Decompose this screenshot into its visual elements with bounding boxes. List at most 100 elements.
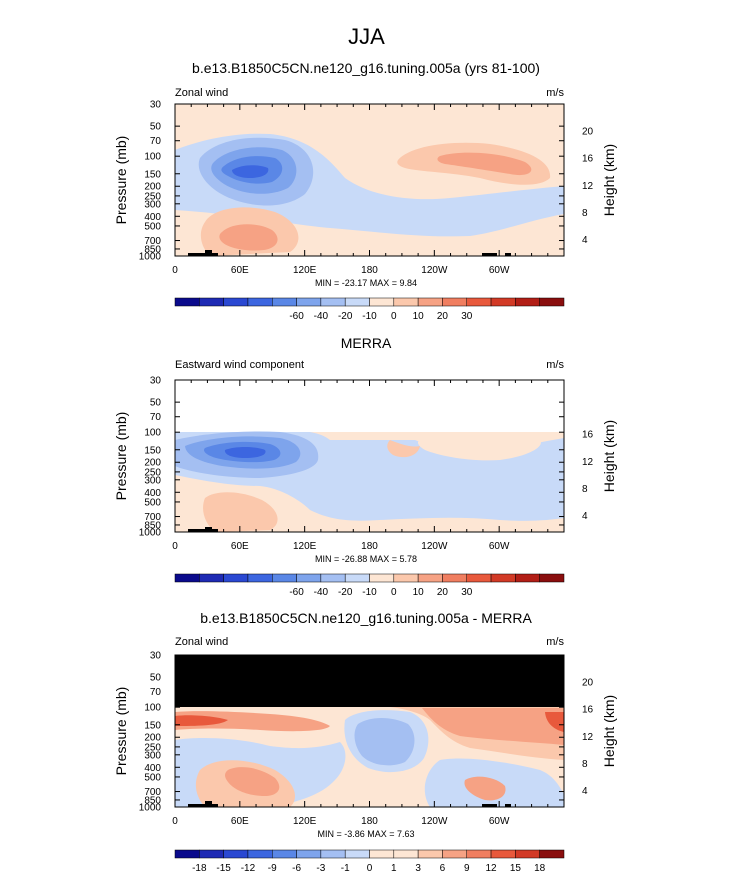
p3-ytick-label: 400 (144, 763, 161, 774)
p2-xtick-label: 60E (231, 541, 249, 552)
p1-xtick-label: 180 (361, 265, 378, 276)
p3-colorbar-label: 0 (367, 863, 373, 872)
panel-3-field (175, 655, 564, 807)
p1-ytick-label: 100 (144, 152, 161, 163)
p1-ytick-label: 1000 (139, 252, 162, 263)
p3-ytick-label: 100 (144, 703, 161, 714)
p3-colorbar-cell (320, 849, 346, 859)
p2-xtick-label: 120E (293, 541, 317, 552)
p3-colorbar-label: 18 (534, 863, 546, 872)
p2-colorbar-label: -60 (289, 587, 304, 598)
p2-field-name: Eastward wind component (175, 359, 304, 371)
p1-colorbar-cell (296, 297, 322, 307)
p1-xtick-label: 60W (489, 265, 510, 276)
p2-xtick-label: 0 (172, 541, 178, 552)
p2-xtick-label: 120W (421, 541, 448, 552)
p3-ytick-label: 700 (144, 787, 161, 798)
p3-subtitle: b.e13.B1850C5CN.ne120_g16.tuning.005a - … (200, 610, 532, 626)
p2-height-tick-label: 8 (582, 484, 588, 495)
p2-colorbar-cell (442, 573, 467, 583)
p3-ytick-label: 200 (144, 733, 161, 744)
p3-colorbar-cell (272, 849, 297, 859)
p3-colorbar-cell (369, 849, 395, 859)
p2-ytick-label: 700 (144, 512, 161, 523)
p2-subtitle: MERRA (341, 335, 392, 351)
p2-height-tick-label: 12 (582, 457, 594, 468)
p3-colorbar-label: -3 (316, 863, 325, 872)
p1-colorbar-cell (515, 297, 540, 307)
p1-colorbar-cell (223, 297, 249, 307)
p2-colorbar-label: 10 (413, 587, 425, 598)
p3-colorbar-cell (417, 849, 443, 859)
p1-colorbar-cell (539, 297, 565, 307)
p3-low-positive-core (225, 767, 280, 796)
p3-colorbar-cell (247, 849, 273, 859)
p3-xtick-label: 120W (421, 816, 448, 827)
p3-colorbar-label: -12 (241, 863, 256, 872)
p2-low-level-jet (203, 492, 278, 532)
p1-field-name: Zonal wind (175, 87, 228, 99)
p1-ytick-label: 30 (150, 100, 162, 111)
p1-ytick-label: 400 (144, 212, 161, 223)
p1-min-max: MIN = -23.17 MAX = 9.84 (315, 278, 417, 288)
panel-1-field (175, 104, 564, 256)
p2-ytick-label: 50 (150, 398, 162, 409)
p1-ytick-label: 70 (150, 136, 162, 147)
p2-height-tick-label: 16 (582, 429, 594, 440)
p1-colorbar-cell (369, 297, 395, 307)
p2-units: m/s (546, 359, 564, 371)
p1-xtick-label: 60E (231, 265, 249, 276)
p3-colorbar-label: 15 (510, 863, 522, 872)
p2-colorbar-cell (272, 573, 297, 583)
p1-height-tick-label: 20 (582, 126, 594, 137)
p2-westerly-lobe (417, 440, 541, 461)
p2-xtick-label: 60W (489, 541, 510, 552)
p1-xtick-label: 120E (293, 265, 317, 276)
p3-colorbar-cell (515, 849, 540, 859)
p2-min-max: MIN = -26.88 MAX = 5.78 (315, 554, 417, 564)
p3-height-tick-label: 8 (582, 759, 588, 770)
p1-westerly-core (437, 152, 532, 176)
p3-colorbar-label: 6 (440, 863, 446, 872)
p1-topography-andes (482, 253, 511, 256)
p1-height-tick-label: 12 (582, 181, 594, 192)
p3-colorbar-label: 12 (486, 863, 498, 872)
p1-colorbar-label: -10 (362, 311, 377, 322)
p2-ytick-label: 250 (144, 467, 161, 478)
p2-topography-africa (188, 527, 218, 532)
p2-ytick-label: 1000 (139, 528, 162, 539)
p2-ytick-label: 300 (144, 475, 161, 486)
p2-colorbar-label: -20 (338, 587, 353, 598)
p3-colorbar-cell (223, 849, 249, 859)
p2-colorbar-label: 0 (391, 587, 397, 598)
panel-2-field (175, 380, 564, 532)
p2-ytick-label: 150 (144, 445, 161, 456)
p1-colorbar-label: -60 (289, 311, 304, 322)
p3-height-tick-label: 20 (582, 677, 594, 688)
p3-colorbar-cell (466, 849, 492, 859)
p1-low-level-jet-core (219, 224, 278, 251)
p1-ytick-label: 50 (150, 122, 162, 133)
p1-colorbar-cell (272, 297, 297, 307)
p2-colorbar-cell (466, 573, 492, 583)
p3-east-positive (545, 712, 564, 732)
p1-subtitle: b.e13.B1850C5CN.ne120_g16.tuning.005a (y… (192, 60, 540, 76)
p3-height-tick-label: 4 (582, 786, 588, 797)
p3-topography-andes (482, 804, 511, 807)
p2-y2label: Height (km) (601, 420, 617, 492)
p1-easterly-core (232, 165, 269, 178)
p1-colorbar-cell (199, 297, 224, 307)
p3-ytick-label: 300 (144, 750, 161, 761)
p1-colorbar-label: 0 (391, 311, 397, 322)
p3-ytick-label: 70 (150, 687, 162, 698)
p1-ytick-label: 150 (144, 169, 161, 180)
p2-colorbar-cell (247, 573, 273, 583)
p2-easterly-core (224, 447, 266, 458)
p1-colorbar-cell (174, 297, 200, 307)
p3-min-max: MIN = -3.86 MAX = 7.63 (317, 829, 414, 839)
p3-height-tick-label: 16 (582, 704, 594, 715)
p1-ytick-label: 250 (144, 191, 161, 202)
p3-colorbar-cell (199, 849, 224, 859)
p1-height-tick-label: 8 (582, 208, 588, 219)
p3-xtick-label: 60W (489, 816, 510, 827)
